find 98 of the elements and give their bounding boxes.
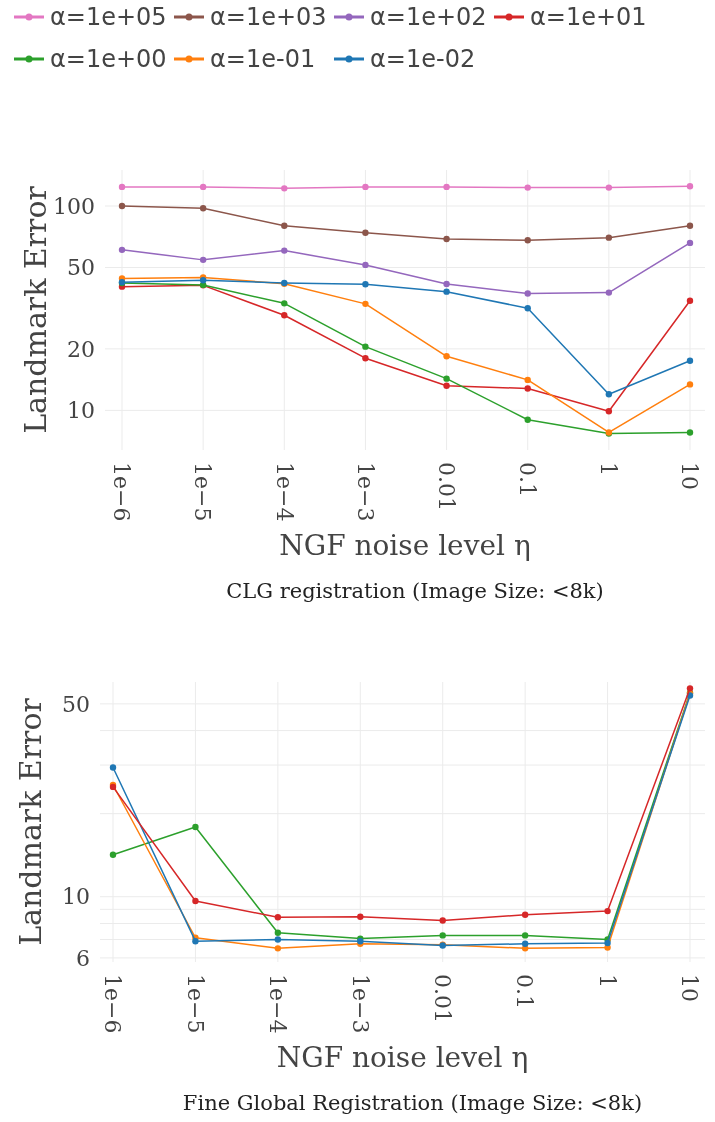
x-tick-label: 1e−5 bbox=[190, 462, 216, 522]
legend-label: α=1e-01 bbox=[210, 45, 316, 74]
point bbox=[274, 936, 282, 943]
x-tick-label: 10 bbox=[677, 974, 703, 1002]
point bbox=[443, 375, 450, 382]
x-tick-label: 0.1 bbox=[512, 974, 538, 1009]
point bbox=[524, 184, 531, 191]
point bbox=[443, 235, 450, 243]
point bbox=[521, 911, 529, 918]
point bbox=[362, 300, 369, 308]
point bbox=[192, 823, 199, 831]
point bbox=[686, 222, 694, 229]
point bbox=[274, 913, 282, 921]
point bbox=[524, 385, 531, 392]
legend-label: α=1e+00 bbox=[50, 45, 167, 74]
text: CLG registration (Image Size: <8k) bbox=[226, 579, 604, 603]
point bbox=[362, 281, 369, 288]
y-tick-label: 100 bbox=[53, 193, 95, 219]
point bbox=[118, 202, 126, 210]
y-tick-label: 6 bbox=[76, 945, 90, 971]
legend-label: α=1e+02 bbox=[370, 3, 487, 32]
y-tick-label: 50 bbox=[62, 691, 90, 717]
point bbox=[605, 391, 613, 398]
point bbox=[439, 917, 446, 924]
point bbox=[281, 300, 288, 307]
point bbox=[118, 246, 126, 254]
x-axis-title: NGF noise level η bbox=[276, 1041, 529, 1074]
x-tick-label: 0.01 bbox=[430, 974, 456, 1023]
x-tick-label: 1e−3 bbox=[347, 974, 373, 1034]
x-tick-label: 0.01 bbox=[433, 462, 459, 511]
point bbox=[686, 685, 694, 692]
point bbox=[524, 416, 531, 423]
point bbox=[524, 376, 531, 384]
point bbox=[199, 183, 207, 191]
point bbox=[192, 937, 199, 945]
point bbox=[605, 234, 613, 241]
x-tick-label: 1 bbox=[596, 462, 622, 476]
point bbox=[604, 907, 611, 915]
point bbox=[281, 185, 288, 192]
point bbox=[521, 940, 529, 948]
y-axis-title: Landmark Error bbox=[17, 185, 53, 434]
point bbox=[686, 182, 694, 190]
point bbox=[443, 353, 450, 360]
y-axis-title: Landmark Error bbox=[12, 697, 48, 946]
x-tick-label: 1e−6 bbox=[109, 462, 135, 522]
y-tick-label: 10 bbox=[62, 884, 90, 910]
point bbox=[686, 429, 694, 436]
point bbox=[109, 764, 117, 771]
point bbox=[524, 290, 531, 297]
point bbox=[362, 229, 369, 236]
point bbox=[199, 256, 207, 264]
point bbox=[443, 382, 450, 389]
x-tick-label: 1e−5 bbox=[182, 974, 208, 1034]
point bbox=[281, 222, 288, 229]
point bbox=[605, 408, 613, 415]
x-tick-label: 1 bbox=[594, 974, 620, 988]
x-tick-label: 1e−3 bbox=[352, 462, 378, 522]
x-axis-title: NGF noise level η bbox=[279, 529, 531, 562]
y-tick-label: 10 bbox=[67, 398, 95, 424]
point bbox=[109, 851, 117, 858]
point bbox=[686, 381, 694, 388]
point bbox=[605, 289, 613, 296]
point bbox=[357, 913, 364, 920]
legend-label: α=1e+01 bbox=[530, 3, 647, 32]
y-tick-label: 50 bbox=[67, 255, 95, 281]
text: Fine Global Registration (Image Size: <8k) bbox=[182, 1091, 643, 1115]
point bbox=[686, 357, 694, 364]
point bbox=[362, 261, 369, 269]
point bbox=[604, 939, 611, 947]
point bbox=[524, 237, 531, 244]
point bbox=[274, 945, 282, 952]
point bbox=[362, 343, 369, 350]
point bbox=[362, 355, 369, 362]
x-tick-label: 1e−4 bbox=[271, 462, 297, 522]
point bbox=[524, 305, 531, 312]
point bbox=[281, 247, 288, 254]
x-tick-label: 10 bbox=[677, 462, 703, 490]
x-tick-label: 0.1 bbox=[515, 462, 541, 497]
point bbox=[118, 183, 126, 191]
point bbox=[443, 288, 450, 295]
point bbox=[686, 297, 694, 304]
point bbox=[192, 897, 199, 905]
point bbox=[443, 280, 450, 288]
point bbox=[362, 183, 369, 191]
legend-label: α=1e+03 bbox=[210, 3, 327, 32]
y-tick-label: 20 bbox=[67, 336, 95, 362]
point bbox=[686, 239, 694, 247]
legend-label: α=1e+05 bbox=[50, 3, 167, 32]
point bbox=[443, 183, 450, 191]
point bbox=[439, 932, 446, 939]
x-tick-label: 1e−6 bbox=[100, 974, 126, 1034]
point bbox=[274, 929, 282, 937]
legend-label: α=1e-02 bbox=[370, 45, 476, 74]
point bbox=[281, 312, 288, 319]
x-tick-label: 1e−4 bbox=[265, 974, 291, 1034]
point bbox=[605, 184, 613, 191]
point bbox=[199, 205, 207, 212]
point bbox=[521, 932, 529, 939]
